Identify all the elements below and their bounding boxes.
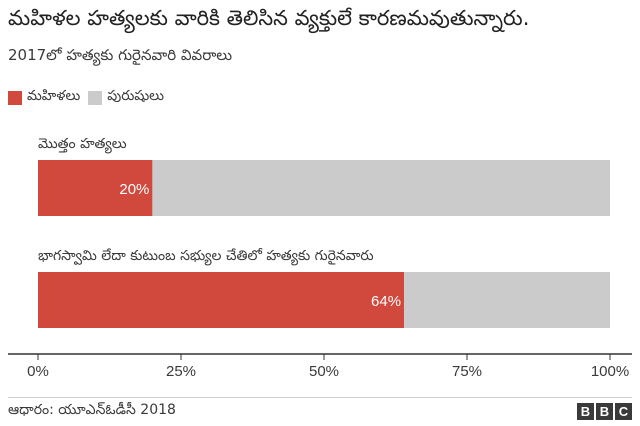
legend-item-women: మహిళలు: [8, 88, 80, 107]
legend-swatch-women: [8, 90, 22, 105]
data-label: 64%: [371, 293, 401, 310]
legend: మహిళలు పురుషులు: [8, 88, 172, 107]
legend-item-men: పురుషులు: [88, 88, 164, 107]
footer-divider: [8, 397, 632, 398]
bar-segment-men: [152, 160, 610, 216]
bbc-logo: B B C: [577, 403, 632, 420]
x-tick-label: 75%: [452, 363, 482, 380]
x-tick-label: 0%: [27, 363, 49, 380]
bbc-logo-letter: C: [615, 403, 632, 420]
legend-swatch-men: [88, 90, 103, 105]
legend-label-women: మహిళలు: [27, 88, 81, 104]
x-tick-label: 100%: [591, 363, 629, 380]
x-tick-label: 25%: [166, 363, 196, 380]
legend-label-men: పురుషులు: [107, 88, 164, 104]
category-label: మొత్తం హత్యలు: [38, 136, 127, 154]
bbc-logo-letter: B: [577, 403, 594, 420]
bar-segment-women: [38, 272, 405, 328]
stacked-bar-chart: మొత్తం హత్యలు 20% భాగస్వామి లేదా కుటుంబ సభ…: [8, 136, 632, 380]
bar-segment-women: [38, 160, 153, 216]
source-note: ఆధారం: యూఎన్ఓడీసీ 2018: [8, 402, 176, 418]
bar-segment-men: [404, 272, 610, 328]
data-label: 20%: [119, 181, 149, 198]
chart-title: మహిళల హత్యలకు వారికి తెలిసిన వ్యక్తులే క…: [8, 6, 530, 30]
bbc-logo-letter: B: [596, 403, 613, 420]
category-label: భాగస్వామి లేదా కుటుంబ సభ్యుల చేతిలో హత్య…: [38, 248, 374, 266]
x-tick-label: 50%: [309, 363, 339, 380]
chart-subtitle: 2017లో హత్యకు గురైనవారి వివరాలు: [8, 46, 233, 64]
